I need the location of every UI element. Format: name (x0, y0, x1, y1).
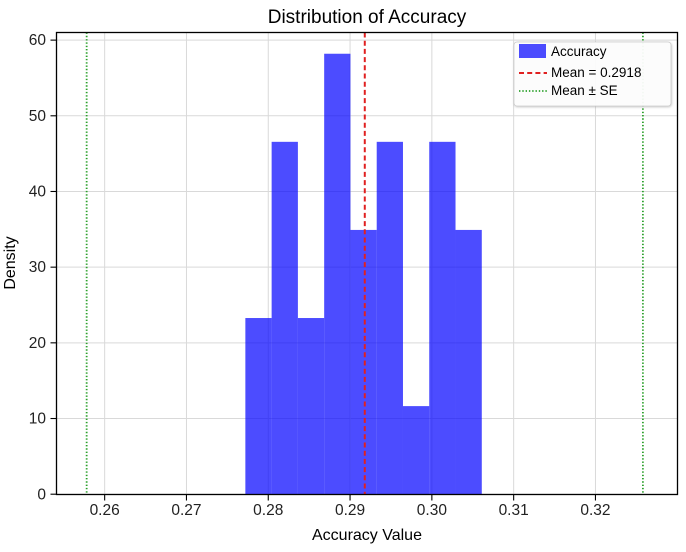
svg-text:0.30: 0.30 (417, 502, 448, 519)
svg-text:0.31: 0.31 (499, 502, 529, 519)
svg-text:0.26: 0.26 (90, 502, 120, 519)
svg-text:Mean ± SE: Mean ± SE (551, 83, 618, 98)
svg-text:Mean = 0.2918: Mean = 0.2918 (551, 65, 641, 80)
svg-text:50: 50 (29, 108, 47, 125)
svg-text:Distribution of Accuracy: Distribution of Accuracy (268, 7, 467, 28)
svg-text:Accuracy Value: Accuracy Value (312, 527, 422, 544)
svg-text:10: 10 (29, 411, 47, 428)
svg-text:0: 0 (37, 486, 46, 503)
svg-text:0.27: 0.27 (171, 502, 201, 519)
svg-text:20: 20 (29, 335, 47, 352)
svg-text:30: 30 (29, 259, 47, 276)
svg-text:0.29: 0.29 (335, 502, 365, 519)
svg-text:40: 40 (29, 184, 47, 201)
svg-text:Accuracy: Accuracy (551, 44, 607, 59)
svg-text:Density: Density (2, 236, 19, 289)
svg-text:0.28: 0.28 (253, 502, 283, 519)
svg-text:60: 60 (29, 32, 47, 49)
svg-text:0.32: 0.32 (580, 502, 610, 519)
